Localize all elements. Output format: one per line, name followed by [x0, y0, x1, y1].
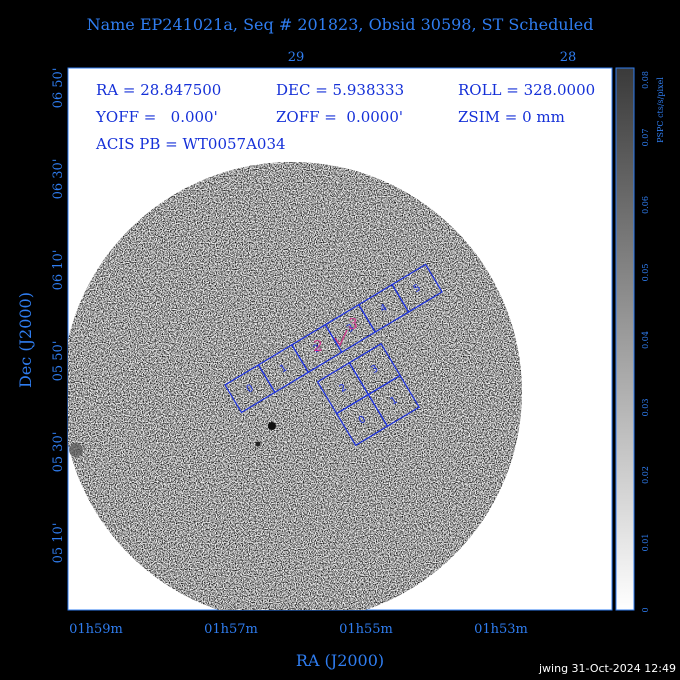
left-tick-label: 05 30' [51, 432, 66, 473]
info-zsim: ZSIM = 0 mm [458, 108, 565, 126]
top-tick-label: 28 [560, 50, 577, 65]
info-dec: DEC = 5.938333 [276, 81, 404, 99]
info-ra: RA = 28.847500 [96, 81, 221, 99]
chip [391, 263, 443, 313]
colorbar-tick-label: 0.07 [641, 129, 650, 147]
info-roll: ROLL = 328.0000 [458, 81, 595, 99]
left-tick-label: 06 10' [51, 250, 66, 291]
chip-number: 0 [245, 383, 256, 396]
info-acis: ACIS PB = WT0057A034 [95, 135, 286, 153]
chip-number: 3 [369, 363, 380, 376]
title: Name EP241021a, Seq # 201823, Obsid 3059… [87, 15, 594, 34]
top-tick-label: 29 [288, 50, 305, 65]
acis-layout: 0 1 2 3 4 5 0 1 2 3 [224, 263, 443, 447]
colorbar [615, 67, 635, 611]
aimpoint-check [334, 329, 348, 347]
chip-number: 4 [378, 302, 389, 315]
colorbar-tick-label: 0.05 [641, 264, 650, 282]
colorbar-tick-label: 0.01 [641, 534, 650, 552]
colorbar-tick-label: 0.04 [641, 331, 650, 349]
colorbar-label: PSPC cts/s/pixel [656, 77, 665, 143]
colorbar-tick-label: 0.08 [641, 71, 650, 89]
left-tick-label: 05 10' [51, 523, 66, 564]
sky-image [68, 162, 522, 610]
chip-number: 3 [345, 322, 356, 335]
bottom-tick-label: 01h57m [204, 622, 258, 637]
chip-number: 1 [388, 395, 399, 408]
left-tick-label: 05 50' [51, 341, 66, 382]
chip-number: 2 [338, 382, 349, 395]
colorbar-tick-label: 0.02 [641, 466, 650, 484]
aimpoint-label: 2 [313, 337, 323, 355]
chip-number: 1 [278, 363, 289, 376]
bottom-tick-label: 01h59m [69, 622, 123, 637]
colorbar-tick-label: 0.06 [641, 196, 650, 214]
left-tick-label: 06 50' [51, 68, 66, 109]
footer: jwing 31-Oct-2024 12:49 [538, 662, 676, 675]
chip-number: 0 [357, 414, 368, 427]
chip-number: 5 [412, 282, 423, 295]
aimpoint-label: 3 [348, 315, 358, 333]
chip [348, 342, 401, 396]
info-zoff: ZOFF = 0.0000' [276, 108, 403, 126]
left-tick-label: 06 30' [51, 159, 66, 200]
x-axis-title: RA (J2000) [296, 651, 384, 670]
bottom-tick-label: 01h55m [339, 622, 393, 637]
chip-number: 2 [312, 343, 323, 356]
info-yoff: YOFF = 0.000' [95, 108, 218, 126]
colorbar-tick-label: 0 [641, 607, 650, 612]
bottom-tick-label: 01h53m [474, 622, 528, 637]
y-axis-title: Dec (J2000) [16, 292, 35, 388]
colorbar-tick-label: 0.03 [641, 399, 650, 417]
